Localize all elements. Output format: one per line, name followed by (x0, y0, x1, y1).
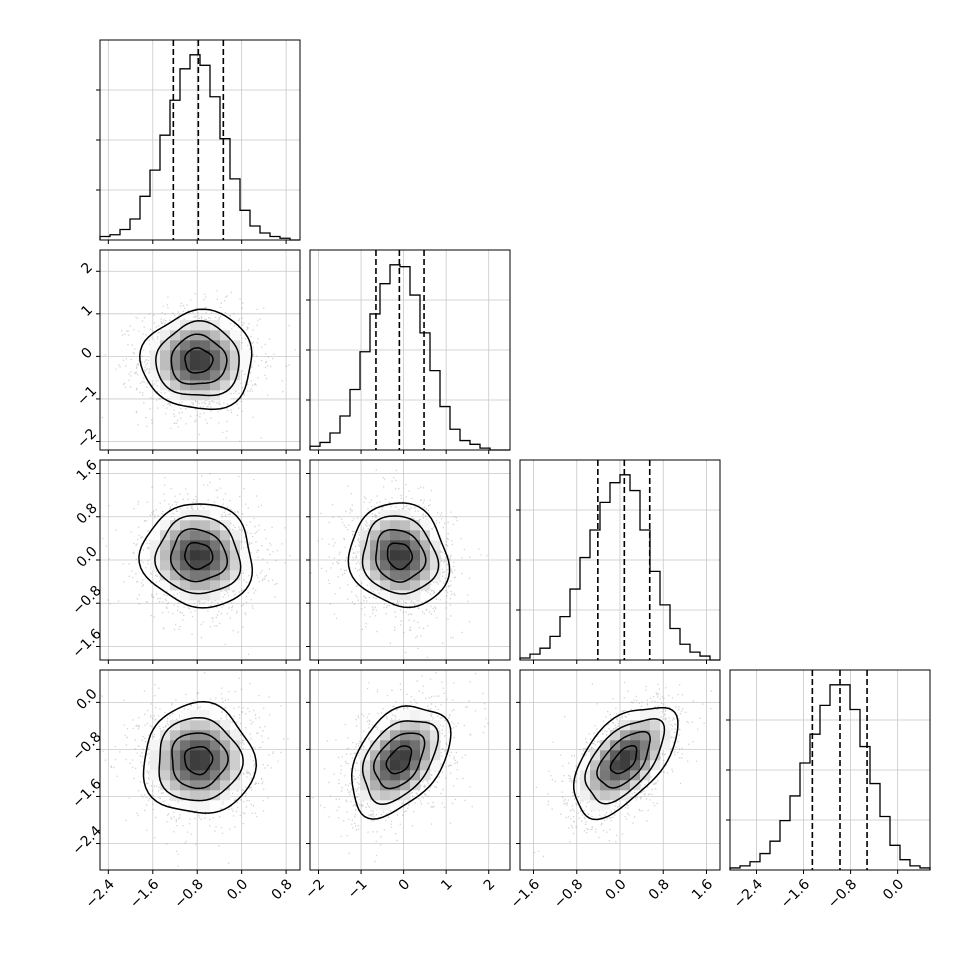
xtick-label-0-1: −1.6 (127, 876, 162, 911)
contour-3-0-3 (142, 700, 258, 814)
density-2-0 (150, 510, 251, 601)
contour-3-0-1 (171, 732, 229, 790)
ytick-label-3-3: 0.0 (74, 686, 101, 713)
contour-3-0-2 (158, 716, 244, 802)
scatter-panel-2-0 (96, 459, 301, 664)
ytick-label-1-1: −1 (74, 383, 100, 409)
ytick-label-2-3: 0.8 (74, 500, 101, 527)
xtick-label-1-2: 0 (396, 876, 414, 894)
ytick-label-1-0: −2 (74, 426, 100, 452)
histogram-3 (729, 684, 931, 870)
panel-frame-3-1 (309, 669, 511, 871)
xtick-label-1-4: 2 (481, 876, 499, 894)
contour-2-0-2 (154, 514, 242, 595)
xtick-label-2-3: 0.8 (646, 876, 673, 903)
contour-2-1-0 (386, 542, 414, 571)
contour-2-1-2 (361, 515, 440, 595)
ytick-label-1-3: 1 (78, 302, 96, 320)
xtick-label-1-0: −2 (302, 876, 328, 902)
contour-3-2-3 (572, 706, 679, 821)
contour-3-1-1 (373, 732, 426, 790)
scatter-panel-1-0 (96, 249, 301, 454)
xtick-label-0-4: 0.8 (269, 876, 296, 903)
xtick-label-3-2: −0.8 (825, 876, 860, 911)
histogram-0 (99, 54, 300, 241)
xtick-label-0-2: −0.8 (171, 876, 206, 911)
xtick-label-3-1: −1.6 (778, 876, 813, 911)
histogram-2 (519, 474, 720, 661)
xtick-label-2-0: −1.6 (508, 876, 543, 911)
hist-panel-1 (306, 249, 511, 454)
contour-1-0-1 (170, 333, 228, 385)
hist-panel-0 (96, 39, 301, 244)
xtick-label-3-0: −2.4 (731, 876, 766, 911)
xtick-label-1-1: −1 (345, 876, 371, 902)
xtick-label-2-2: 0.0 (603, 876, 630, 903)
contour-3-0-0 (183, 745, 214, 776)
hist-frame-1 (309, 249, 511, 451)
histogram-1 (309, 264, 510, 451)
density-2-1 (360, 510, 441, 601)
xtick-label-0-0: −2.4 (83, 876, 118, 911)
contour-3-2-2 (584, 718, 666, 805)
ytick-label-2-2: 0.0 (74, 544, 101, 571)
contour-1-0-3 (139, 308, 253, 411)
hist-frame-0 (99, 39, 301, 241)
scatter-panel-3-0 (96, 669, 301, 874)
panel-frame-3-0 (99, 669, 301, 871)
ytick-label-1-4: 2 (78, 260, 96, 278)
contour-2-1-1 (375, 528, 427, 583)
density-1-0 (150, 320, 251, 401)
density-3-1 (360, 710, 441, 811)
xtick-label-1-3: 1 (438, 876, 456, 894)
contour-1-0-2 (155, 320, 240, 397)
contour-2-0-3 (138, 503, 254, 609)
ytick-label-1-2: 0 (78, 345, 96, 363)
scatter-panel-3-1 (306, 669, 511, 874)
xtick-label-2-4: 1.6 (689, 876, 716, 903)
xtick-label-0-3: 0.0 (224, 876, 251, 903)
contour-3-1-3 (350, 705, 452, 820)
scatter-panel-2-1 (306, 459, 511, 664)
contour-1-0-0 (184, 347, 214, 374)
hist-frame-3 (729, 669, 931, 871)
hist-panel-3 (726, 669, 931, 874)
density-3-0 (150, 710, 251, 811)
scatter-points-3-1 (312, 670, 489, 863)
contour-2-0-0 (184, 541, 214, 570)
contour-3-2-1 (596, 730, 651, 789)
contour-3-2-0 (609, 745, 638, 775)
contour-2-0-1 (169, 528, 229, 583)
contour-3-1-0 (385, 745, 413, 775)
contour-2-1-3 (347, 502, 451, 609)
xtick-label-3-3: 0.0 (880, 876, 907, 903)
panel-frame-1-0 (99, 249, 301, 451)
xtick-label-2-1: −0.8 (551, 876, 586, 911)
hist-panel-2 (516, 459, 721, 664)
ytick-label-2-4: 1.6 (74, 457, 101, 484)
density-3-2 (580, 710, 671, 811)
contour-3-1-2 (361, 720, 440, 806)
scatter-panel-3-2 (516, 669, 721, 874)
